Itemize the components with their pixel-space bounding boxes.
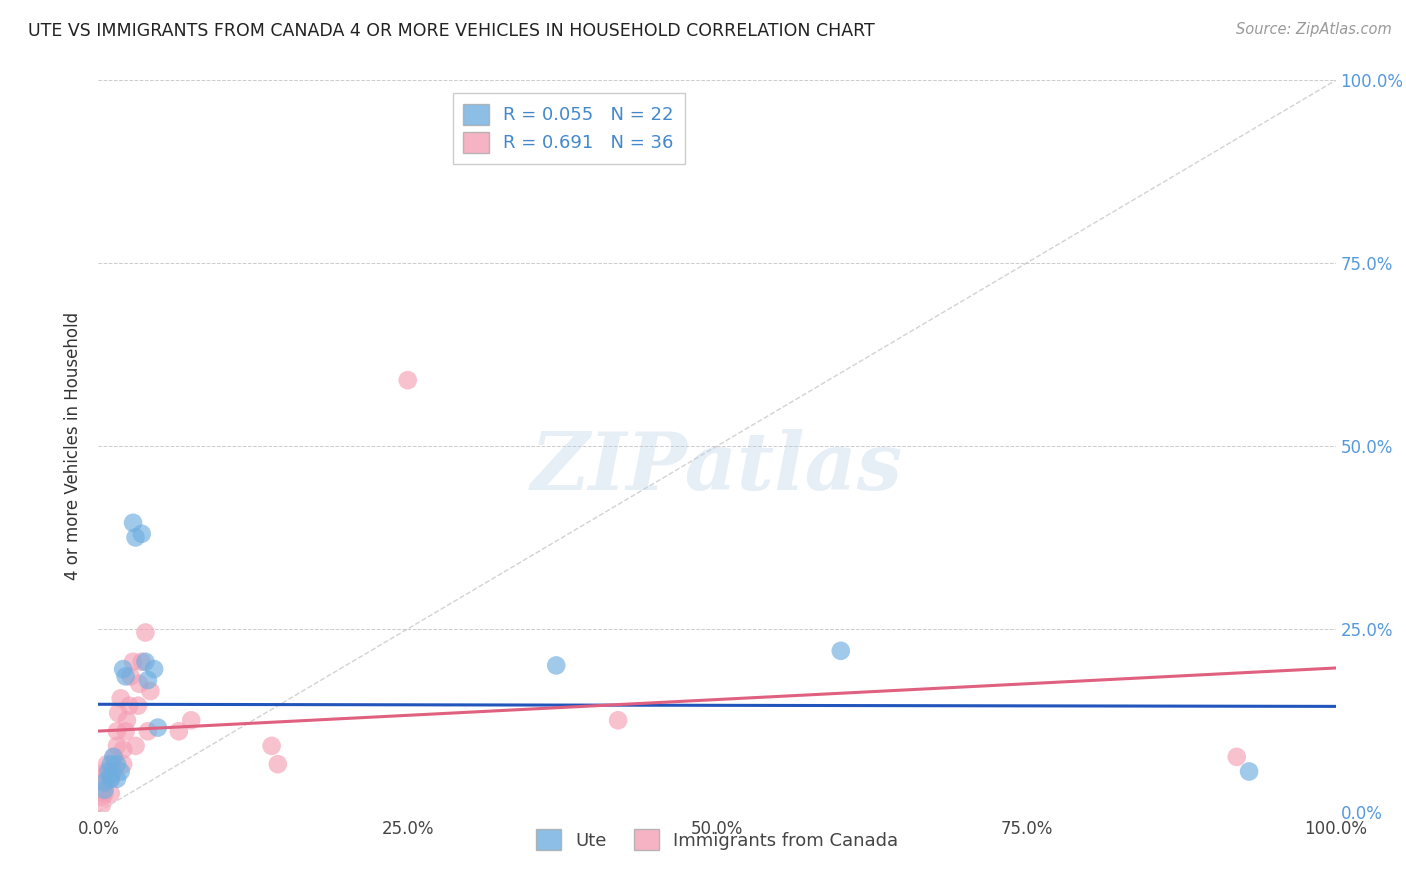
Point	[146, 721, 169, 735]
Point	[396, 373, 419, 387]
Point	[128, 676, 150, 690]
Point	[91, 790, 114, 805]
Point	[93, 775, 115, 789]
Text: UTE VS IMMIGRANTS FROM CANADA 4 OR MORE VEHICLES IN HOUSEHOLD CORRELATION CHART: UTE VS IMMIGRANTS FROM CANADA 4 OR MORE …	[28, 22, 875, 40]
Point	[107, 706, 129, 720]
Point	[607, 714, 630, 728]
Point	[100, 757, 122, 772]
Point	[134, 655, 156, 669]
Point	[143, 662, 166, 676]
Point	[136, 673, 159, 687]
Point	[131, 655, 153, 669]
Point	[114, 724, 136, 739]
Point	[93, 775, 115, 789]
Point	[118, 698, 141, 713]
Point	[1226, 749, 1249, 764]
Point	[115, 714, 138, 728]
Point	[100, 768, 122, 782]
Legend: Ute, Immigrants from Canada: Ute, Immigrants from Canada	[529, 822, 905, 857]
Point	[167, 724, 190, 739]
Point	[100, 772, 122, 786]
Point	[103, 749, 125, 764]
Point	[100, 787, 122, 801]
Point	[134, 625, 156, 640]
Point	[260, 739, 283, 753]
Point	[93, 787, 115, 801]
Point	[110, 764, 132, 779]
Point	[546, 658, 568, 673]
Point	[112, 662, 135, 676]
Point	[1237, 764, 1260, 779]
Y-axis label: 4 or more Vehicles in Household: 4 or more Vehicles in Household	[65, 312, 83, 580]
Point	[139, 684, 162, 698]
Point	[112, 742, 135, 756]
Text: Source: ZipAtlas.com: Source: ZipAtlas.com	[1236, 22, 1392, 37]
Point	[267, 757, 290, 772]
Point	[105, 739, 128, 753]
Point	[96, 757, 118, 772]
Point	[180, 714, 202, 728]
Point	[136, 724, 159, 739]
Point	[93, 782, 115, 797]
Point	[105, 772, 128, 786]
Point	[103, 764, 125, 779]
Point	[114, 669, 136, 683]
Point	[122, 516, 145, 530]
Point	[105, 724, 128, 739]
Point	[112, 757, 135, 772]
Point	[124, 530, 146, 544]
Text: ZIPatlas: ZIPatlas	[531, 429, 903, 507]
Point	[110, 691, 132, 706]
Point	[91, 797, 114, 812]
Point	[100, 772, 122, 786]
Point	[122, 655, 145, 669]
Point	[120, 669, 142, 683]
Point	[103, 749, 125, 764]
Point	[131, 526, 153, 541]
Point	[830, 644, 852, 658]
Point	[124, 739, 146, 753]
Point	[97, 764, 120, 779]
Point	[94, 764, 117, 779]
Point	[127, 698, 149, 713]
Point	[105, 757, 128, 772]
Point	[93, 768, 115, 782]
